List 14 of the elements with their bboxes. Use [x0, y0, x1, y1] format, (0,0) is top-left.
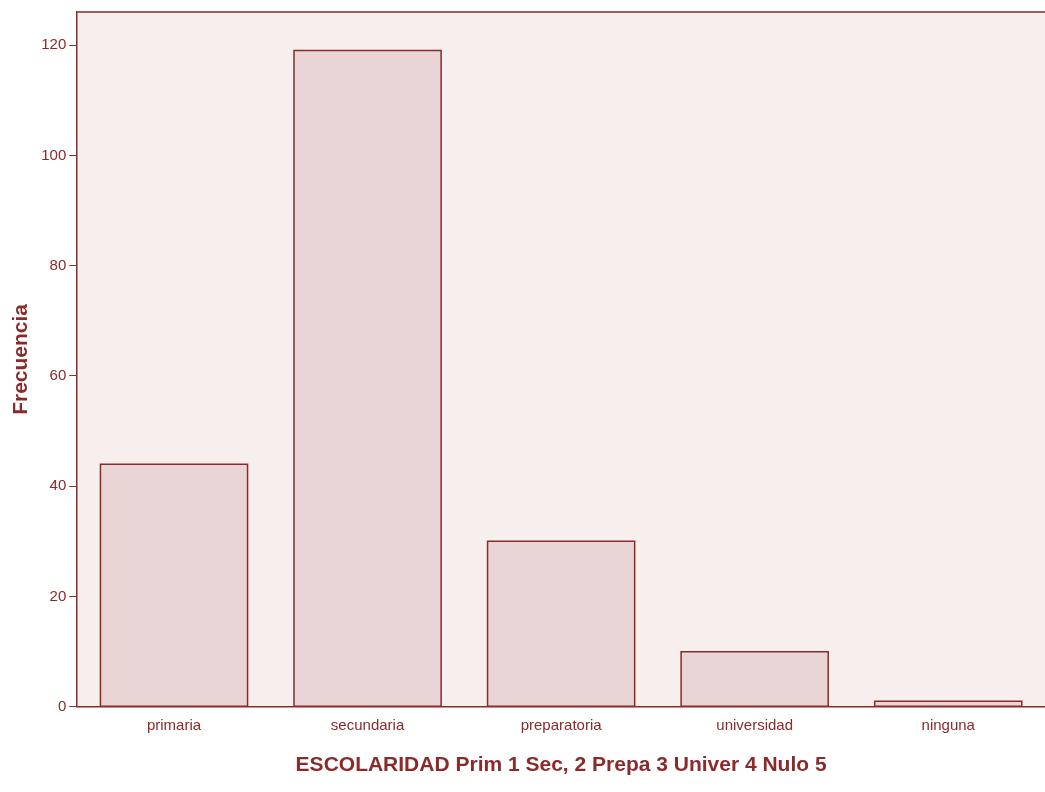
y-axis-title: Frecuencia [8, 303, 32, 415]
y-tick-label: 60 [49, 366, 67, 384]
y-tick-label: 40 [49, 476, 67, 494]
y-tick-label: 100 [41, 145, 67, 163]
y-tick-label: 80 [49, 255, 67, 273]
y-tick-label: 120 [41, 35, 67, 53]
x-tick-label: secundaria [330, 715, 405, 733]
x-tick-label: preparatoria [520, 715, 603, 733]
x-tick-label: ninguna [921, 715, 976, 733]
x-axis-title: ESCOLARIDAD Prim 1 Sec, 2 Prepa 3 Univer 4 Nulo 5 [295, 752, 827, 776]
x-tick-label: universidad [716, 715, 794, 733]
y-tick-label: 0 [57, 696, 67, 714]
y-tick-label: 20 [49, 586, 67, 604]
x-tick-label: primaria [146, 715, 202, 733]
